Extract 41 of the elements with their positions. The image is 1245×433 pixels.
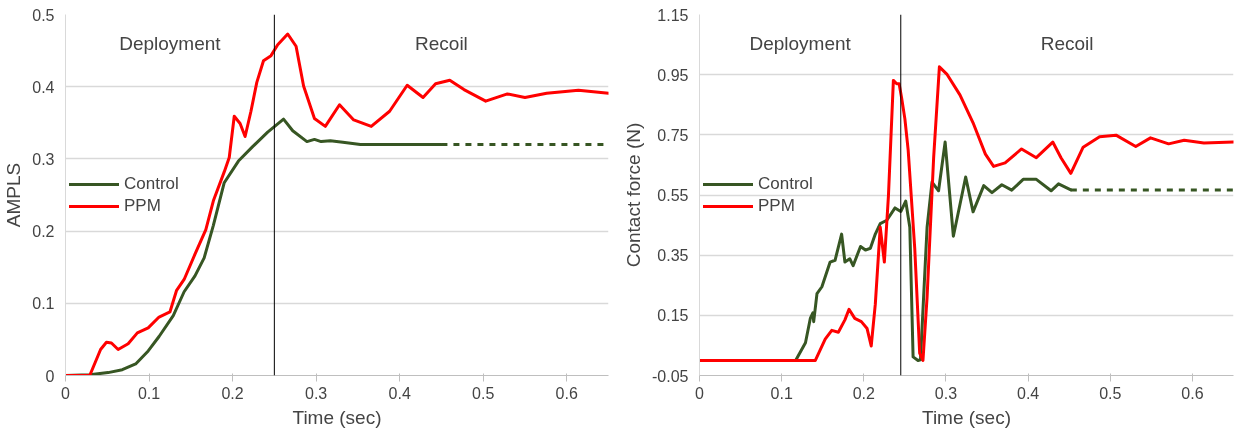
x-tick-label: 0.6 [555,384,578,402]
x-tick-label: 0.6 [1181,384,1204,402]
y-axis-title: AMPLS [3,162,25,228]
x-tick-label: 0.3 [304,384,328,402]
line-series [699,65,1234,362]
y-tick-label: 0.95 [657,66,689,84]
annotation: Deployment [749,32,852,54]
legend-label: Control [124,173,179,194]
y-tick-label: 0.2 [32,223,55,241]
y-tick-label: 1.15 [657,6,689,24]
x-tick-label: 0 [61,384,71,402]
x-tick-label: 0.5 [472,384,495,402]
x-tick-label: 0.2 [221,384,244,402]
x-tick-label: 0.2 [852,384,876,402]
y-tick-label: 0.35 [657,247,689,265]
x-axis-title: Time (sec) [921,406,1012,428]
x-tick-label: 0.5 [1099,384,1122,402]
x-axis-title: Time (sec) [292,406,382,428]
y-tick-label: 0.4 [32,78,55,96]
y-tick-label: 0.3 [32,150,55,168]
legend-label: Control [758,173,813,194]
legend-label: PPM [124,195,161,216]
y-tick-label: -0.05 [652,367,689,385]
annotation: Recoil [415,32,468,54]
legend-label: PPM [758,195,795,216]
x-tick-label: 0.4 [388,384,411,402]
x-tick-label: 0.1 [137,384,161,402]
y-tick-label: 0.15 [657,307,689,325]
y-tick-label: 0.5 [32,6,55,24]
y-tick-label: 0.55 [657,187,689,204]
y-tick-label: 0 [45,367,55,385]
annotation: Deployment [119,32,222,54]
x-tick-label: 0.3 [934,384,958,402]
y-tick-label: 0.75 [657,126,689,144]
x-tick-label: 0.1 [770,384,793,402]
x-tick-label: 0.4 [1016,384,1040,402]
y-axis-title: Contact force (N) [623,122,645,268]
x-tick-label: 0 [695,384,705,402]
annotation: Recoil [1040,32,1094,54]
line-series [65,32,609,376]
y-tick-label: 0.1 [32,295,55,313]
